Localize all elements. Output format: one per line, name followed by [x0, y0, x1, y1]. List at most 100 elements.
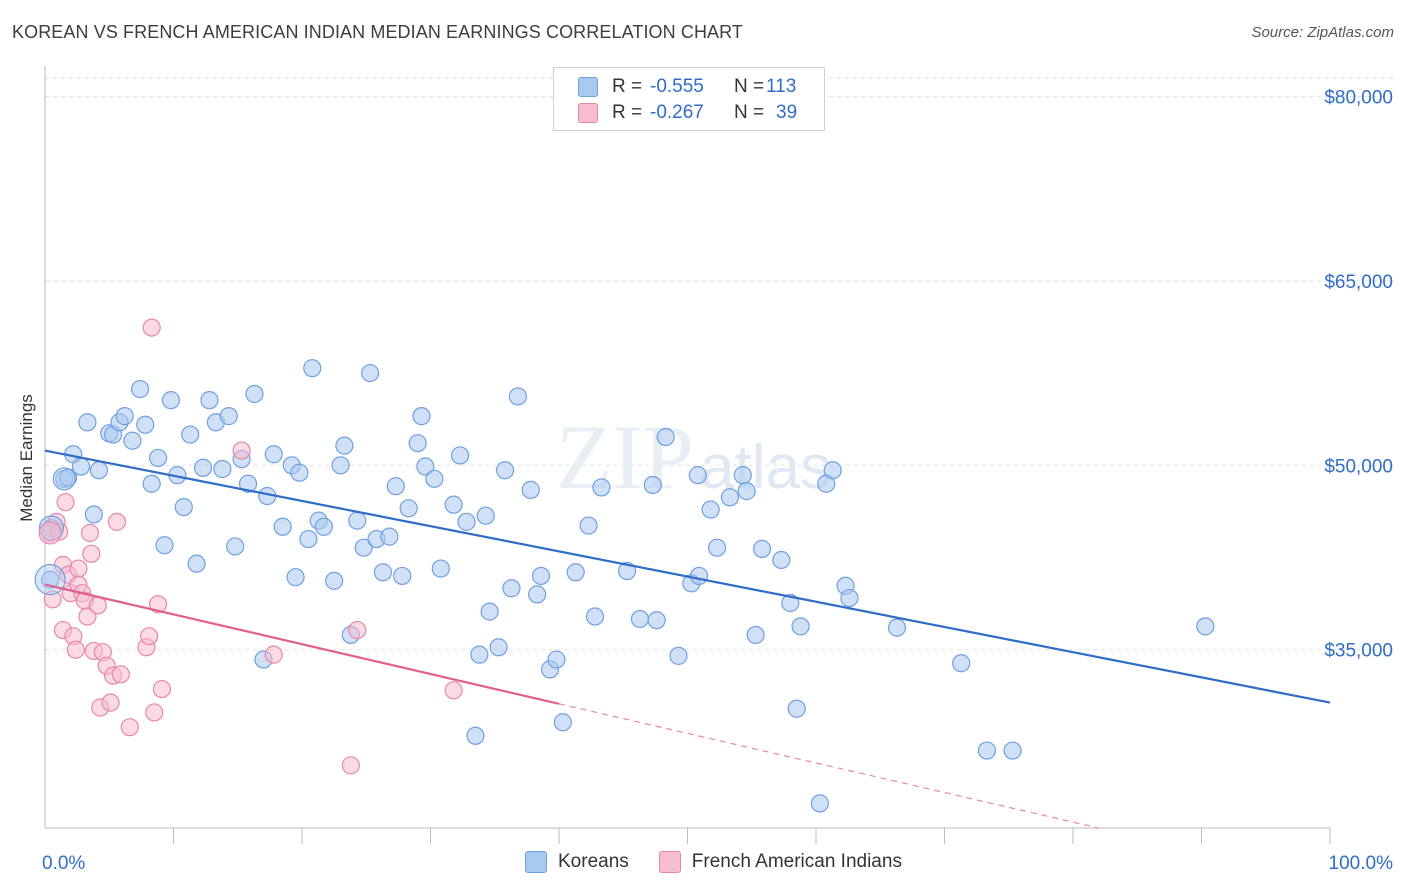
korean-point — [752, 539, 772, 559]
korean-point — [521, 480, 540, 499]
korean-point — [618, 561, 637, 581]
korean-point — [450, 446, 470, 465]
y-tick-label: $65,000 — [1324, 272, 1393, 293]
korean-point — [476, 506, 495, 525]
korean-point — [489, 638, 508, 657]
data-points — [34, 318, 1215, 813]
koreans-swatch — [525, 851, 547, 873]
french-american-indian-point — [107, 512, 127, 531]
korean-point — [314, 517, 333, 536]
korean-point — [707, 538, 727, 557]
korean-point — [393, 566, 412, 586]
n-value: 39 — [776, 102, 798, 123]
korean-point — [508, 387, 527, 406]
korean-point — [78, 413, 97, 432]
korean-point — [977, 741, 997, 760]
korean-point — [579, 516, 598, 535]
french-american-indian-point — [232, 441, 251, 460]
french-american-indian-point — [120, 718, 139, 737]
korean-point — [373, 563, 393, 582]
korean-point — [148, 448, 168, 468]
n-label: N = — [734, 76, 765, 97]
axes — [44, 66, 1331, 844]
korean-point — [669, 646, 688, 665]
french-american-indian-point — [80, 523, 100, 543]
french-american-indian-point — [145, 703, 164, 722]
korean-point — [89, 461, 109, 480]
french-american-indian-point — [139, 627, 159, 646]
korean-point — [299, 529, 318, 549]
korean-point — [123, 431, 142, 450]
series-legend: Koreans French American Indians — [525, 851, 932, 873]
watermark: ZIP — [556, 406, 694, 508]
korean-point — [193, 458, 213, 477]
korean-point — [585, 607, 605, 626]
french-american-indian-point — [341, 756, 360, 775]
korean-point — [689, 566, 709, 586]
legend-item-koreans[interactable]: Koreans — [525, 851, 629, 873]
french-american-indian-point — [66, 640, 85, 659]
korean-point — [656, 427, 675, 447]
korean-point — [130, 379, 150, 399]
korean-point — [823, 461, 842, 480]
korean-point — [733, 466, 752, 485]
korean-point — [553, 713, 572, 732]
french-american-indian-point — [152, 679, 172, 699]
korean-point — [286, 568, 305, 587]
korean-point — [495, 461, 515, 480]
korean-point — [245, 384, 264, 404]
korean-point — [1196, 617, 1215, 636]
tick-labels: $35,000 $50,000 $65,000 $80,000 0.0% 100.0% — [42, 87, 1393, 874]
korean-point — [290, 463, 309, 482]
r-value: -0.267 — [650, 102, 704, 123]
korean-point — [408, 434, 427, 453]
korean-point — [737, 482, 756, 501]
korean-point — [187, 554, 206, 573]
watermark-suffix: atlas — [700, 433, 831, 502]
french-american-indian-point — [82, 544, 101, 563]
y-axis-label: Median Earnings — [17, 394, 36, 522]
korean-point — [71, 457, 91, 476]
korean-point — [213, 459, 232, 479]
korean-trend-line — [44, 449, 1331, 704]
korean-point — [425, 469, 444, 488]
korean-point — [380, 527, 399, 546]
korean-point — [457, 512, 476, 531]
french-american-indian-point — [264, 645, 283, 664]
x-tick-label: 0.0% — [42, 853, 85, 874]
korean-point — [303, 359, 322, 378]
x-tick-label: 100.0% — [1329, 853, 1394, 874]
korean-point — [528, 585, 547, 604]
koreans-swatch — [578, 77, 598, 97]
korean-point — [444, 495, 463, 514]
legend-label: French American Indians — [691, 851, 902, 872]
korean-point — [1003, 741, 1022, 760]
korean-point — [264, 445, 283, 464]
korean-point — [592, 478, 611, 497]
korean-point — [226, 537, 245, 556]
korean-point — [647, 611, 666, 630]
korean-point — [273, 517, 292, 536]
korean-point — [772, 550, 791, 570]
french-american-indians-swatch — [658, 851, 681, 873]
source-label: Source: ZipAtlas.com — [1251, 24, 1394, 41]
grid-lines — [45, 77, 1395, 651]
french-american-indian-point — [142, 318, 161, 337]
korean-point — [688, 466, 707, 485]
french-american-indian-point — [111, 665, 130, 684]
korean-point — [791, 617, 810, 636]
y-tick-label: $35,000 — [1324, 641, 1393, 662]
korean-point — [348, 511, 367, 530]
legend-item-french-american-indians[interactable]: French American Indians — [658, 851, 902, 873]
n-value: 113 — [766, 76, 797, 97]
legend-label: Koreans — [558, 851, 629, 872]
korean-point — [84, 505, 103, 524]
korean-point — [466, 726, 485, 745]
french-american-indian-trend-extension — [558, 703, 1099, 829]
korean-point — [181, 425, 200, 444]
korean-point — [781, 593, 800, 613]
korean-point — [115, 407, 134, 426]
french-american-indian-point — [148, 595, 168, 614]
korean-point — [643, 475, 662, 495]
